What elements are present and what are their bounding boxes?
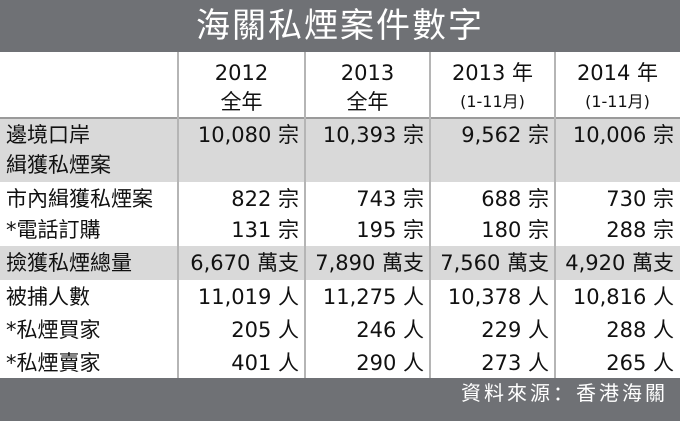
cell: 10,080 宗 <box>197 123 299 147</box>
cell: 10,006 宗 <box>572 123 674 147</box>
cell: 10,378 人 <box>447 285 549 309</box>
cell: 288 人 <box>606 318 674 342</box>
cell: 11,275 人 <box>322 285 424 309</box>
column-rule <box>429 52 431 378</box>
row-label: 撿獲私煙總量 <box>6 251 132 275</box>
source: 資料來源：香港海關 <box>0 378 680 421</box>
column-rule <box>304 52 306 378</box>
cell: 7,560 萬支 <box>440 251 549 275</box>
cell: 205 人 <box>231 318 299 342</box>
column-rule <box>554 52 556 378</box>
cell: 246 人 <box>356 318 424 342</box>
cell: 6,670 萬支 <box>190 251 299 275</box>
column-header: 全年 <box>346 90 389 114</box>
row-label: *私煙買家 <box>6 318 101 342</box>
cell: 401 人 <box>231 351 299 375</box>
cell: 10,816 人 <box>572 285 674 309</box>
cell: 822 宗 <box>231 187 299 211</box>
row-label: 市內緝獲私煙案 <box>6 187 153 211</box>
cell: 290 人 <box>356 351 424 375</box>
cell: 180 宗 <box>481 218 549 242</box>
column-header: (1-11月) <box>585 92 650 111</box>
cell: 4,920 萬支 <box>565 251 674 275</box>
cell: 288 宗 <box>606 218 674 242</box>
cell: 7,890 萬支 <box>315 251 424 275</box>
row-band <box>0 246 680 280</box>
column-header: 2013 年 <box>451 61 534 85</box>
row-band <box>0 118 680 182</box>
row-label: *電話訂購 <box>6 218 101 242</box>
cell: 265 人 <box>606 351 674 375</box>
cell: 688 宗 <box>481 187 549 211</box>
column-rule <box>177 52 179 378</box>
cell: 195 宗 <box>356 218 424 242</box>
row-label: 邊境口岸 <box>6 123 90 147</box>
cell: 9,562 宗 <box>461 123 549 147</box>
cell: 10,393 宗 <box>322 123 424 147</box>
column-header: 全年 <box>220 90 263 114</box>
cell: 273 人 <box>481 351 549 375</box>
header-rule <box>0 117 680 119</box>
cell: 229 人 <box>481 318 549 342</box>
column-header: 2012 <box>214 61 269 85</box>
cell: 131 宗 <box>231 218 299 242</box>
cell: 11,019 人 <box>197 285 299 309</box>
column-header: 2014 年 <box>576 61 659 85</box>
column-header: (1-11月) <box>460 92 525 111</box>
title: 海關私煙案件數字 <box>0 0 680 52</box>
cell: 730 宗 <box>606 187 674 211</box>
column-header: 2013 <box>340 61 395 85</box>
cell: 743 宗 <box>356 187 424 211</box>
row-label: *私煙賣家 <box>6 351 101 375</box>
row-label: 緝獲私煙案 <box>6 153 111 177</box>
row-label: 被捕人數 <box>6 285 90 309</box>
